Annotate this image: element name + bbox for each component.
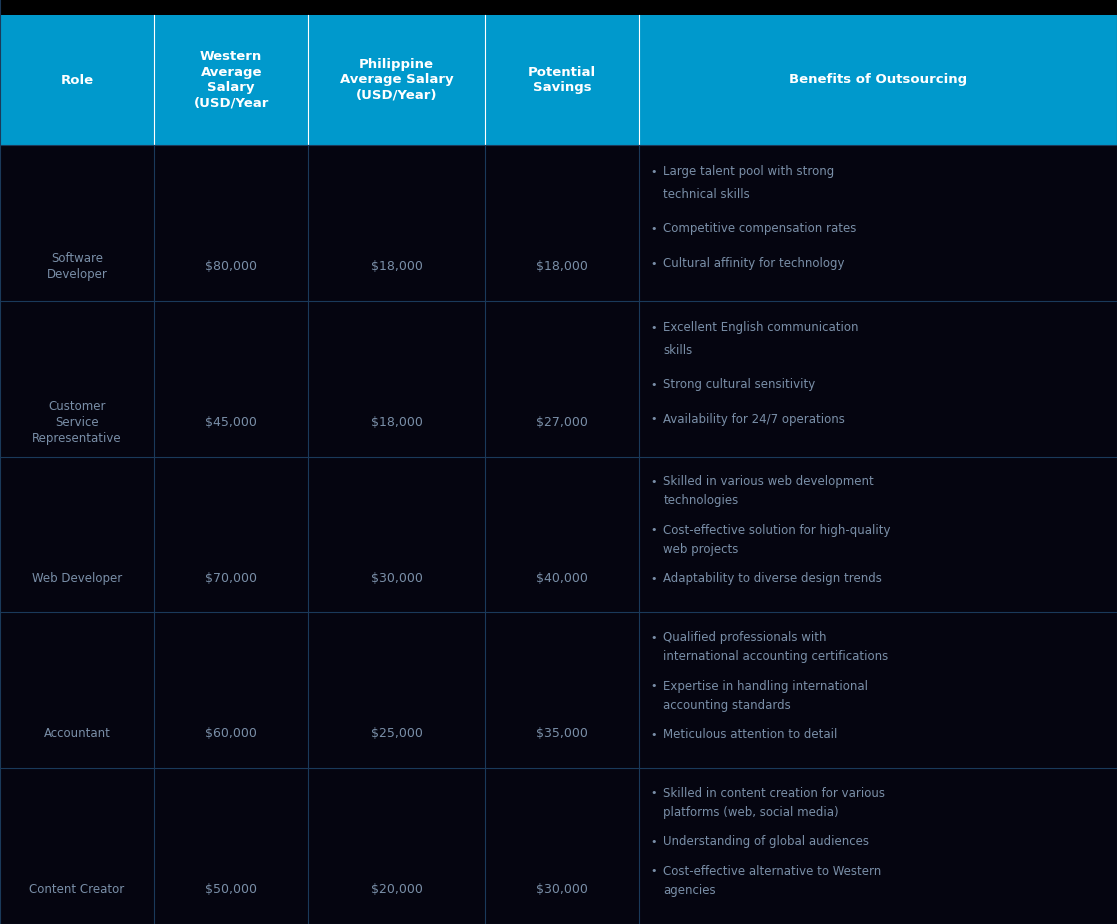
Text: $27,000: $27,000 (536, 416, 588, 429)
Text: •: • (650, 633, 657, 642)
Text: •: • (650, 259, 657, 269)
Text: $30,000: $30,000 (371, 572, 422, 585)
Text: platforms (web, social media): platforms (web, social media) (663, 806, 839, 819)
Text: •: • (650, 415, 657, 424)
Text: Skilled in content creation for various: Skilled in content creation for various (663, 787, 886, 800)
Text: $50,000: $50,000 (206, 883, 257, 896)
Text: $45,000: $45,000 (206, 416, 257, 429)
Text: Western
Average
Salary
(USD/Year: Western Average Salary (USD/Year (193, 50, 269, 110)
Text: •: • (650, 867, 657, 877)
Text: Cost-effective solution for high-quality: Cost-effective solution for high-quality (663, 524, 891, 537)
Text: •: • (650, 788, 657, 798)
Bar (0, 613, 1117, 768)
Text: agencies: agencies (663, 884, 716, 897)
Text: $80,000: $80,000 (206, 260, 257, 273)
Text: Philippine
Average Salary
(USD/Year): Philippine Average Salary (USD/Year) (340, 58, 454, 102)
Text: $40,000: $40,000 (536, 572, 588, 585)
Text: web projects: web projects (663, 543, 738, 556)
Bar (0, 301, 1117, 456)
Text: technologies: technologies (663, 494, 738, 507)
Text: •: • (650, 526, 657, 535)
Text: Accountant: Accountant (44, 727, 111, 740)
Text: Strong cultural sensitivity: Strong cultural sensitivity (663, 378, 815, 391)
Text: •: • (650, 477, 657, 487)
Text: •: • (650, 574, 657, 584)
Text: Competitive compensation rates: Competitive compensation rates (663, 223, 857, 236)
Text: $35,000: $35,000 (536, 727, 588, 740)
Bar (0, 145, 1117, 301)
Text: •: • (650, 837, 657, 847)
Text: •: • (650, 224, 657, 234)
Text: Qualified professionals with: Qualified professionals with (663, 631, 827, 644)
Text: Cost-effective alternative to Western: Cost-effective alternative to Western (663, 865, 881, 878)
Text: skills: skills (663, 344, 693, 357)
Text: •: • (650, 730, 657, 740)
Text: Cultural affinity for technology: Cultural affinity for technology (663, 257, 844, 270)
Text: international accounting certifications: international accounting certifications (663, 650, 889, 663)
Text: Customer
Service
Representative: Customer Service Representative (32, 400, 122, 444)
Text: Role: Role (60, 74, 94, 87)
Text: $20,000: $20,000 (371, 883, 422, 896)
Text: Potential
Savings: Potential Savings (528, 66, 595, 94)
Text: Expertise in handling international: Expertise in handling international (663, 680, 869, 693)
Text: $18,000: $18,000 (371, 260, 422, 273)
Text: Skilled in various web development: Skilled in various web development (663, 475, 875, 488)
Text: Software
Developer: Software Developer (47, 252, 107, 281)
Text: Adaptability to diverse design trends: Adaptability to diverse design trends (663, 573, 882, 586)
Bar (0, 768, 1117, 924)
Text: $30,000: $30,000 (536, 883, 588, 896)
Text: •: • (650, 380, 657, 390)
Text: Large talent pool with strong: Large talent pool with strong (663, 165, 834, 178)
Text: Understanding of global audiences: Understanding of global audiences (663, 835, 869, 848)
Text: $18,000: $18,000 (371, 416, 422, 429)
Text: accounting standards: accounting standards (663, 699, 791, 711)
Text: $70,000: $70,000 (206, 572, 257, 585)
Text: $18,000: $18,000 (536, 260, 588, 273)
Bar (0, 0, 1117, 15)
Text: $60,000: $60,000 (206, 727, 257, 740)
Text: Web Developer: Web Developer (32, 572, 122, 585)
Text: Excellent English communication: Excellent English communication (663, 321, 859, 334)
Text: Content Creator: Content Creator (29, 883, 125, 896)
Text: $25,000: $25,000 (371, 727, 422, 740)
Text: Benefits of Outsourcing: Benefits of Outsourcing (789, 74, 967, 87)
Text: Meticulous attention to detail: Meticulous attention to detail (663, 728, 838, 741)
Text: •: • (650, 681, 657, 691)
Text: technical skills: technical skills (663, 188, 751, 201)
Bar (0, 15, 1117, 145)
Text: Availability for 24/7 operations: Availability for 24/7 operations (663, 413, 846, 426)
Text: •: • (650, 167, 657, 176)
Text: •: • (650, 322, 657, 333)
Bar (0, 456, 1117, 613)
